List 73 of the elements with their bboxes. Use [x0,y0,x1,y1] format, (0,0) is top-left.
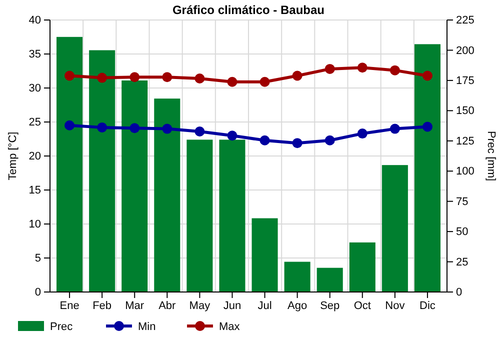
point [64,120,75,130]
bar [284,262,310,292]
point [357,62,368,73]
y2-tick-label: 50 [456,226,468,238]
legend-label: Max [219,321,240,333]
point [227,130,238,141]
y2-tick-label: 100 [456,166,474,178]
x-tick-label: Jul [258,300,272,312]
point [227,76,238,87]
point [194,126,205,137]
bar [186,140,213,292]
x-tick-label: Ene [60,300,80,312]
point [260,76,270,87]
point [324,64,335,74]
y-tick-label: 5 [34,252,41,265]
bar [252,218,278,292]
y2-tick-label: 150 [456,105,474,118]
point [324,135,335,146]
y2-tick-label: 25 [456,256,468,268]
y-tick-label: 30 [28,82,41,95]
point [130,123,140,134]
x-tick-label: Feb [92,300,112,312]
x-tick-label: Ago [288,300,308,312]
bar [219,140,246,292]
bar [154,98,180,292]
y2-tick-label: 75 [456,196,468,208]
x-tick-label: Mar [125,300,144,312]
bar [89,50,116,292]
x-tick-label: Abr [158,300,176,312]
bar [349,242,376,292]
point [130,72,140,82]
y2-tick-label: 200 [456,44,474,57]
point [422,122,432,132]
point [97,122,108,132]
y2-tick-label: 225 [456,14,474,27]
x-tick-label: May [189,300,211,312]
bar [382,165,408,292]
y-tick-label: 10 [28,218,41,231]
y-axis-title: Temp [°C] [7,132,19,180]
y2-tick-label: 0 [456,286,462,299]
y-tick-label: 15 [28,184,41,197]
y-tick-label: 20 [28,150,41,163]
chart-title: Gráfico climático - Baubau [172,3,325,17]
x-tick-label: Sep [320,300,340,312]
point [390,65,400,76]
y2-tick-label: 125 [456,135,474,148]
y2-axis-title: Prec [mm] [485,130,497,182]
y2-tick-label: 175 [456,74,474,87]
point [422,70,432,81]
y-tick-label: 35 [28,48,41,61]
bar [56,36,83,292]
point [162,72,172,82]
point [390,124,400,134]
point [194,73,205,84]
x-tick-label: Dic [420,300,436,312]
point [292,138,302,148]
point [97,72,108,83]
y-tick-label: 0 [34,286,41,299]
bar [414,44,440,292]
x-tick-label: Nov [385,300,406,312]
x-tick-label: Oct [354,300,371,312]
y-tick-label: 25 [28,116,41,129]
x-tick-label: Jun [223,300,242,312]
point [357,128,368,139]
bar [122,80,148,292]
y-tick-label: 40 [28,14,41,27]
legend-label: Min [138,321,156,333]
point [260,135,270,146]
bar [316,268,343,292]
point [64,70,75,81]
point [292,70,302,81]
legend-label: Prec [50,321,74,333]
point [162,124,172,134]
